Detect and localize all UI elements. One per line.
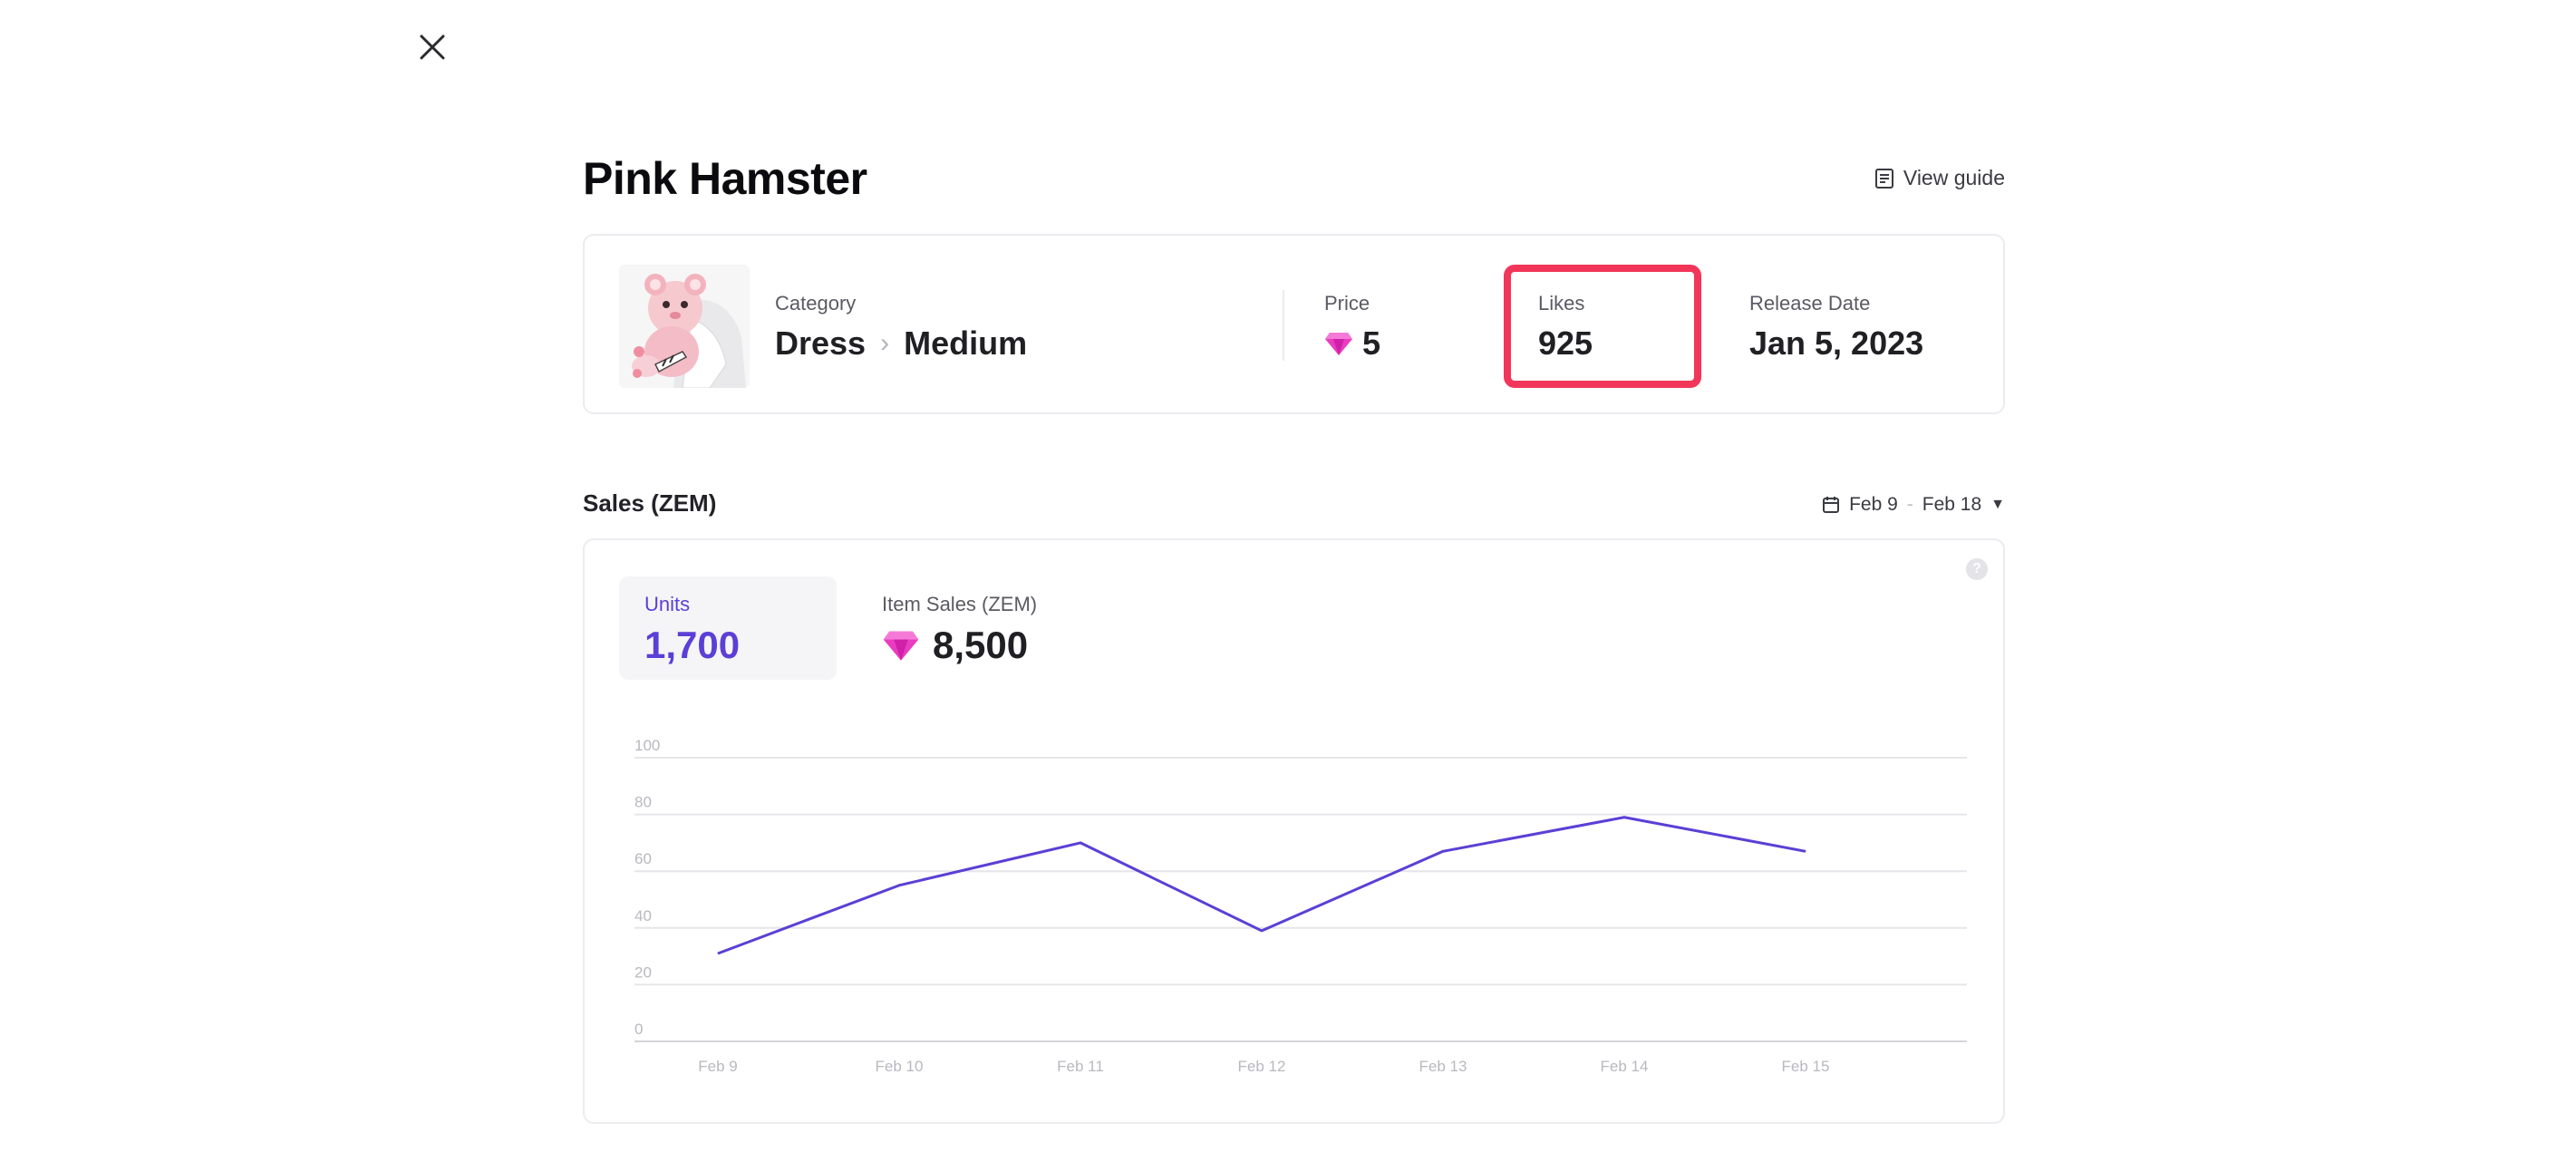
x-tick-label: Feb 9 (698, 1058, 737, 1075)
y-tick-label: 40 (634, 907, 652, 924)
date-range-picker[interactable]: Feb 9 - Feb 18 ▼ (1822, 494, 2005, 516)
units-line-chart: 0 20 40 60 80 100 Feb 9 Feb 10 Feb 11 Feb 12 Feb 1… (634, 737, 1967, 1075)
release-date-label: Release Date (1749, 292, 1871, 315)
item-sales-value: 8,500 (933, 624, 1029, 666)
close-button[interactable] (412, 27, 452, 67)
likes-value: 925 (1538, 324, 1593, 362)
help-icon[interactable]: ? (1966, 558, 1988, 580)
divider (1283, 290, 1284, 361)
y-tick-label: 80 (634, 794, 652, 811)
x-tick-label: Feb 15 (1782, 1058, 1830, 1075)
close-icon (420, 34, 445, 60)
category-path: Dress › Medium (775, 324, 1027, 363)
x-tick-label: Feb 12 (1238, 1058, 1286, 1075)
gem-icon (883, 631, 919, 661)
gem-icon (1325, 333, 1352, 355)
sales-title: Sales (ZEM) (583, 489, 717, 517)
item-sales-label: Item Sales (ZEM) (882, 593, 1038, 615)
data-point (1080, 842, 1081, 844)
x-tick-label: Feb 14 (1601, 1058, 1649, 1075)
price-label: Price (1324, 292, 1370, 315)
price-block: Price 5 (1324, 292, 1380, 363)
category-primary: Dress (775, 324, 867, 362)
data-point (1442, 850, 1444, 852)
category-secondary: Medium (904, 324, 1028, 362)
y-tick-label: 100 (634, 737, 660, 754)
likes-block-highlighted: Likes 925 (1504, 265, 1701, 388)
item-info-card: Category Dress › Medium Price 5 Likes 92… (583, 234, 2005, 414)
data-point (1623, 817, 1625, 818)
document-icon (1874, 168, 1893, 189)
date-range-separator: - (1906, 494, 1913, 515)
x-tick-label: Feb 13 (1419, 1058, 1467, 1075)
x-tick-label: Feb 10 (876, 1058, 924, 1075)
y-tick-label: 60 (634, 850, 652, 867)
category-label: Category (775, 292, 857, 315)
view-guide-link[interactable]: View guide (1874, 166, 2005, 190)
pink-hamster-thumbnail (619, 265, 750, 388)
tab-units[interactable]: Units 1,700 (619, 576, 837, 680)
category-block: Category Dress › Medium (775, 292, 1027, 363)
chevron-right-icon: › (880, 328, 890, 358)
tab-item-sales[interactable]: Item Sales (ZEM) 8,500 (857, 576, 1147, 680)
price-value: 5 (1362, 324, 1381, 362)
sales-chart-card: ? Units 1,700 Item Sales (ZEM) 8,500 0 20… (583, 538, 2005, 1124)
caret-down-icon: ▼ (1990, 497, 2005, 512)
view-guide-label: View guide (1903, 166, 2005, 189)
likes-label: Likes (1538, 292, 1585, 315)
item-sales-value-row: 8,500 (882, 624, 1121, 667)
x-tick-label: Feb 11 (1057, 1058, 1104, 1075)
data-point (1261, 930, 1263, 932)
y-tick-label: 0 (634, 1021, 643, 1038)
y-tick-label: 20 (634, 963, 652, 981)
page-title: Pink Hamster (583, 153, 867, 204)
date-range-end: Feb 18 (1922, 494, 1982, 515)
data-point (898, 885, 900, 886)
series-line-units (717, 816, 1806, 955)
calendar-icon (1823, 497, 1840, 513)
item-thumbnail (619, 265, 750, 388)
release-date-block: Release Date Jan 5, 2023 (1749, 292, 1923, 363)
date-range-start: Feb 9 (1849, 494, 1898, 515)
price-value-row: 5 (1324, 324, 1380, 363)
release-date-value: Jan 5, 2023 (1749, 324, 1924, 362)
units-value: 1,700 (644, 624, 741, 666)
units-label: Units (644, 593, 691, 615)
